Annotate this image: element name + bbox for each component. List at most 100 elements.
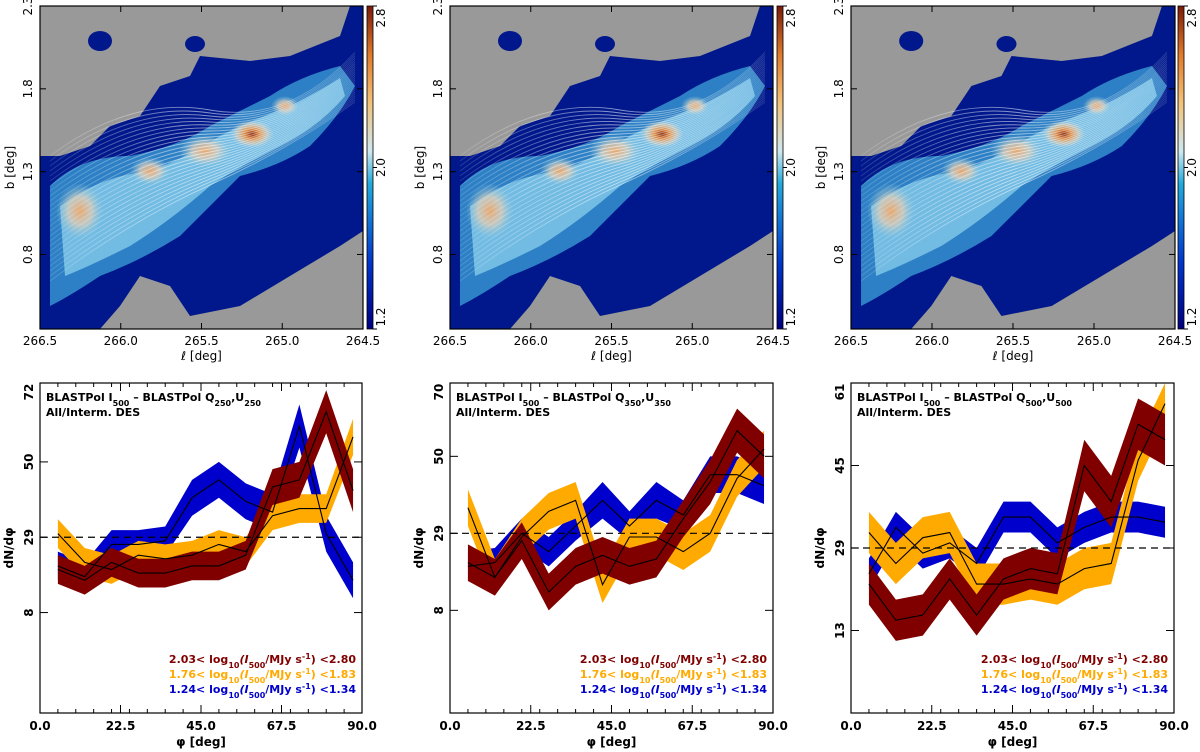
legend-post: /MJy s bbox=[1077, 653, 1114, 666]
field-line bbox=[459, 91, 766, 257]
legend-pre: 1.76< log bbox=[981, 668, 1040, 681]
legend-end: ) <1.83 bbox=[722, 668, 767, 681]
mask-region-bottom bbox=[911, 231, 1175, 329]
plot-area bbox=[40, 390, 362, 599]
colorbar-tick-label: 2.0 bbox=[374, 158, 388, 177]
mean-line-blue bbox=[467, 474, 765, 567]
x-axis-label: φ [deg] bbox=[587, 735, 637, 749]
colorbar-tick-label: 2.0 bbox=[784, 158, 798, 177]
y-tick-label: 1.3 bbox=[832, 162, 846, 181]
map-panel-3: 266.5 266.0 265.5 265.0 264.5 ℓ [deg] 0.8 1.3 1.… bbox=[814, 0, 1199, 363]
y-tick-label: 13 bbox=[833, 622, 847, 639]
y-tick-label: 0.8 bbox=[431, 245, 445, 264]
field-line bbox=[860, 95, 1168, 267]
y-tick-label: 50 bbox=[22, 454, 36, 471]
y-tick-label: 29 bbox=[22, 529, 36, 546]
field-line bbox=[459, 83, 766, 237]
annotation-text: BLASTPol I bbox=[46, 391, 113, 404]
legend-post: /MJy s bbox=[1077, 668, 1114, 681]
legend-sub1: 10 bbox=[1040, 661, 1052, 670]
legend-post: /MJy s bbox=[676, 668, 713, 681]
band-orange bbox=[467, 430, 765, 603]
mask-hole bbox=[1072, 260, 1091, 282]
map-panels: 266.5 266.0 265.5 265.0 264.5 ℓ [deg] 0.8 1.3 1.… bbox=[3, 0, 1199, 363]
field-line bbox=[860, 69, 1168, 202]
y-tick-label: 29 bbox=[432, 525, 446, 542]
legend-sub2: 500 bbox=[249, 691, 266, 700]
legend-sub1: 10 bbox=[228, 691, 240, 700]
legend-sub2: 500 bbox=[249, 676, 266, 685]
legend-mid: (I bbox=[1051, 683, 1060, 696]
legend-post: /MJy s bbox=[265, 668, 302, 681]
field-line bbox=[49, 73, 356, 212]
field-line bbox=[459, 93, 766, 262]
field-line bbox=[860, 53, 1168, 162]
annotation-subscript: 250 bbox=[244, 399, 261, 408]
legend-mid: (I bbox=[1051, 653, 1060, 666]
colorbar-scale bbox=[776, 5, 784, 330]
legend-pre: 2.03< log bbox=[580, 653, 639, 666]
panel-subtitle: All/Interm. DES bbox=[456, 406, 550, 419]
x-axis-label: φ [deg] bbox=[176, 735, 226, 749]
panel-annotation: BLASTPol I500 – BLASTPol Q500,U500 bbox=[857, 391, 1072, 408]
y-tick-label: 0.8 bbox=[21, 245, 35, 264]
x-tick-label: 45.0 bbox=[186, 719, 216, 733]
field-line bbox=[459, 77, 766, 222]
legend-end: ) <1.83 bbox=[1123, 668, 1168, 681]
annotation-subscript: 500 bbox=[523, 399, 540, 408]
plot-area bbox=[450, 408, 773, 611]
mask-hole bbox=[261, 260, 279, 282]
field-line bbox=[459, 63, 766, 187]
legend-sup: -1 bbox=[713, 682, 722, 691]
field-line bbox=[49, 77, 356, 222]
field-line bbox=[860, 87, 1168, 247]
x-axis-label: ℓ [deg] bbox=[992, 349, 1034, 363]
legend-sup: -1 bbox=[713, 652, 722, 661]
field-line bbox=[459, 81, 766, 232]
field-line bbox=[49, 91, 356, 257]
x-tick-label: 264.5 bbox=[756, 334, 790, 348]
y-tick-label: 70 bbox=[432, 384, 446, 401]
y-tick-label: 2.3 bbox=[832, 0, 846, 16]
legend-pre: 1.24< log bbox=[169, 683, 228, 696]
legend-sub1: 10 bbox=[639, 676, 651, 685]
legend-sub1: 10 bbox=[1040, 691, 1052, 700]
x-tick-label: 266.5 bbox=[834, 334, 868, 348]
y-axis-label: b [deg] bbox=[413, 146, 427, 189]
legend-pre: 1.24< log bbox=[580, 683, 639, 696]
field-line bbox=[860, 97, 1168, 272]
legend-sub1: 10 bbox=[228, 676, 240, 685]
x-axis-label: ℓ [deg] bbox=[590, 349, 632, 363]
y-tick-label: 29 bbox=[833, 540, 847, 557]
y-axis-label: dN/dφ bbox=[412, 528, 426, 569]
legend-end: ) <2.80 bbox=[311, 653, 357, 666]
legend-entry: 1.24< log10(I500/MJy s-1) <1.34 bbox=[580, 682, 767, 700]
legend-sup: -1 bbox=[1114, 682, 1123, 691]
colorbar-tick-label: 1.2 bbox=[784, 307, 798, 326]
field-line bbox=[860, 63, 1168, 187]
x-tick-label: 90.0 bbox=[758, 719, 788, 733]
x-tick-label: 22.5 bbox=[106, 719, 136, 733]
warm-region bbox=[867, 183, 916, 239]
x-tick-label: 90.0 bbox=[347, 719, 377, 733]
colorbar: 1.2 2.0 2.8 bbox=[366, 5, 388, 330]
x-tick-label: 90.0 bbox=[1159, 719, 1189, 733]
field-line bbox=[459, 53, 766, 162]
field-line bbox=[860, 101, 1168, 282]
x-axis-label: ℓ [deg] bbox=[180, 349, 222, 363]
x-tick-label: 266.5 bbox=[433, 334, 467, 348]
band-blue bbox=[467, 456, 765, 581]
legend-post: /MJy s bbox=[676, 683, 713, 696]
field-line bbox=[459, 85, 766, 242]
field-line bbox=[459, 99, 766, 277]
field-line bbox=[49, 65, 356, 192]
mean-line-orange bbox=[57, 436, 354, 571]
annotation-text: – BLASTPol Q bbox=[129, 391, 214, 404]
colorbar-scale bbox=[366, 5, 374, 330]
colorbar: 1.2 2.0 2.8 bbox=[1177, 5, 1199, 330]
warm-region bbox=[466, 183, 514, 239]
mean-line-dark_red bbox=[868, 423, 1166, 621]
y-tick-label: 2.3 bbox=[21, 0, 35, 16]
legend-sub2: 500 bbox=[1061, 661, 1078, 670]
legend-post: /MJy s bbox=[265, 683, 302, 696]
